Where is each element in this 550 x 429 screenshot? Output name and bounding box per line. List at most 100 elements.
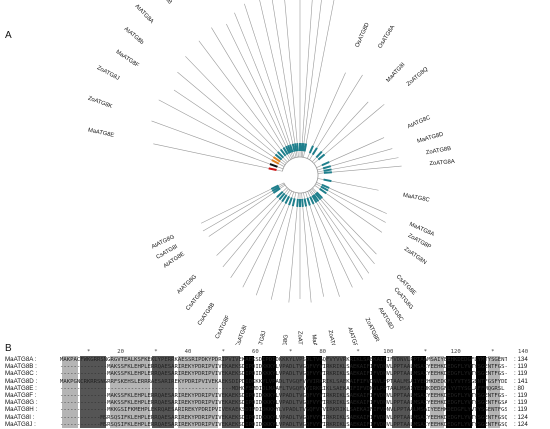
bootstrap-marker [321,183,330,189]
tree-leaf-label: CsATG8J [256,330,267,345]
bootstrap-marker [274,153,283,161]
alignment-ruler: * 20 * 40 * 60 * 80 * 100 * 120 * 140 [60,349,529,355]
sequence-length: : 124 [514,413,528,421]
sequence-length: : 119 [514,370,528,378]
sequence-name: MaATG8H : [5,406,38,414]
tree-branch [313,104,385,164]
tree-branch [242,190,293,288]
alignment-row: MaATG8E : -------------------------------… [0,385,550,393]
bootstrap-marker [284,195,290,204]
tree-leaf-label: AtATG8A [133,3,154,25]
tree-leaf-label: MaATG8C [402,193,430,204]
tree-branch [310,189,370,274]
tree-leaf-label: AtATG8G [176,274,198,296]
conservation-shading [80,356,106,428]
tree-backbone [282,156,319,194]
conservation-shading [350,356,370,428]
conservation-shading [326,356,346,428]
sequence-name: MaATG8D : [5,377,38,385]
conservation-shading [488,356,500,428]
tree-leaf-label: ZoATG8K [87,96,113,110]
bootstrap-marker [291,143,296,152]
tree-branch [303,0,335,158]
alignment-row: MaATG8C : --------------MAKSSFKLEHPLERRQA… [0,370,550,378]
bootstrap-marker [285,145,291,154]
bootstrap-marker [309,196,315,205]
tree-leaf-label: AtATG8b [123,26,145,46]
alignment-row: MaATG8G : --------------MAKSSFKLEHPLERRQA… [0,399,550,407]
sequence-residues: ------------MSRSQSIFKLEHPLERRQAESARIREKY… [60,414,507,421]
tree-branch [177,71,287,164]
bootstrap-marker [315,150,323,159]
sequence-name: MaATG8C : [5,370,38,378]
tree-leaf-label: MaATG8D [417,132,445,145]
tree-leaf-label: AtATG8H [346,326,359,345]
bootstrap-marker [314,192,322,201]
bootstrap-marker [277,151,285,159]
tree-branch [234,12,294,159]
bootstrap-marker [288,197,293,206]
bootstrap-marker [319,187,327,195]
tree-leaf-label: ZoATG8N [403,246,427,266]
tree-leaf-label: MaATG8E [87,128,114,139]
bootstrap-marker [278,192,286,201]
tree-leaf-label: ZoATG8R [364,317,380,343]
alignment-row: MaATG8D : MAKPGNCRKRRSNGRRFSKEHSLERRRAESA… [0,378,550,386]
conservation-shading [446,356,472,428]
tree-branch [301,0,322,158]
tree-branch [309,190,364,280]
tree-branch [173,89,286,166]
tree-branch [222,188,289,268]
sequence-name: MaATG8J : [5,420,36,428]
bootstrap-marker [322,165,332,170]
sequence-name: MaATG8B : [5,363,37,371]
tree-branch [271,0,298,158]
conservation-shading [392,356,410,428]
sequence-residues: --------------MAKSSFKLEHPLERRQAESARIREKY… [60,400,507,407]
bootstrap-marker [317,153,326,161]
bootstrap-marker [323,168,332,172]
bootstrap-marker [301,198,304,207]
bootstrap-marker [300,143,304,152]
bootstrap-marker [289,144,294,153]
tree-branch [255,191,295,296]
conservation-shading [280,356,304,428]
tree-leaf-label: ZoATG8Q [406,66,430,88]
tree-branch [311,188,375,265]
sequence-residues: ------------MSRSQSIFKLEHPLERRQAESARIREKY… [60,421,507,428]
alignment-row: MaATG8F : --------------MAKSSFKLEHPLERRQA… [0,392,550,400]
sequence-residues: --------------MAKSSFKLEHPLERRQAESARIREKY… [60,393,507,399]
bootstrap-marker [271,159,280,165]
sequence-length: : 119 [514,392,528,399]
sequence-name: MaATG8A : [5,356,37,363]
bootstrap-marker [296,143,299,152]
bootstrap-marker [269,163,278,168]
tree-branch [244,3,295,158]
sequence-residues: --------------MKKGSIFKMEHPLEKRQAESARIREK… [60,407,507,414]
tree-branch [198,40,290,161]
bootstrap-marker [270,184,279,190]
tree-leaf-label: ZoATG8M [296,331,302,345]
phylogenetic-tree: MaATG8EZoATG8KZoATG8JMaATG8FAtATG8bAtATG… [87,0,455,345]
bootstrap-marker [272,187,281,194]
tree-branch [284,0,299,158]
tree-leaf-label: CsATG8B [197,302,216,327]
bootstrap-marker [315,191,323,199]
conservation-shading [152,356,174,428]
conservation-shading [412,356,426,428]
sequence-length: : 141 [514,377,528,385]
sequence-length: : 119 [514,406,528,414]
tree-leaf-label: OsATG8B [152,0,173,6]
bootstrap-marker [281,194,288,203]
sequence-length: : 119 [514,363,528,371]
bootstrap-marker [311,195,318,203]
sequence-name: MaATG8G : [5,399,38,407]
tree-leaf-label: AtATG8C [407,115,432,130]
tree-branch [288,192,299,303]
bootstrap-marker [323,178,332,183]
tree-branch [312,187,377,255]
sequence-length: : 124 [514,420,528,428]
tree-branch [226,23,293,159]
alignment-row: MaATG8I : ------------MSRSQSIFKLEHPLERRQA… [0,414,550,422]
tree-leaf-label: MaATG8H [310,334,318,345]
